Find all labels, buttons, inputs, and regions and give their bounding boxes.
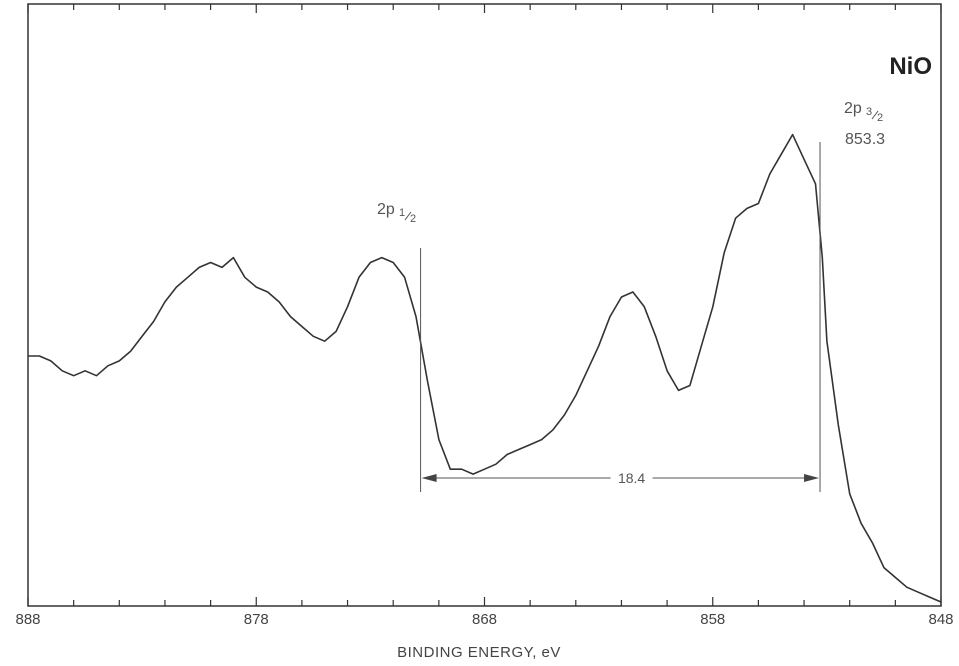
arrow-head-left (421, 474, 437, 482)
spectrum-line (28, 133, 942, 603)
peak-label-2p12: 2p 1 2 (377, 201, 416, 225)
peak-label-2p12-sub-num: 1 (399, 207, 405, 219)
x-tick-label: 878 (244, 611, 269, 628)
peak-label-2p32-sub-num: 3 (866, 106, 872, 118)
peak-label-2p32-sub-den: 2 (877, 112, 883, 124)
peak-label-2p12-sub-slash (404, 211, 412, 221)
arrow-head-right (804, 474, 820, 482)
peak-label-2p32: 2p 3 2 (844, 100, 883, 124)
separation-label: 18.4 (618, 470, 645, 486)
x-axis-title: BINDING ENERGY, eV (397, 644, 561, 661)
x-tick-label: 848 (928, 611, 953, 628)
peak-value-853: 853.3 (845, 131, 885, 148)
peak-label-2p12-text: 2p (377, 201, 395, 218)
x-tick-label: 858 (700, 611, 725, 628)
tick-marks (27, 4, 942, 606)
x-tick-labels: 888 878 868 858 848 (15, 611, 953, 628)
plot-frame (27, 3, 942, 607)
x-tick-label: 868 (472, 611, 497, 628)
peak-label-2p32-sub-slash (871, 110, 879, 120)
x-tick-label: 888 (15, 611, 40, 628)
peak-label-2p32-text: 2p (844, 100, 862, 117)
compound-label: NiO (889, 53, 932, 80)
peak-label-2p12-sub-den: 2 (410, 213, 416, 225)
